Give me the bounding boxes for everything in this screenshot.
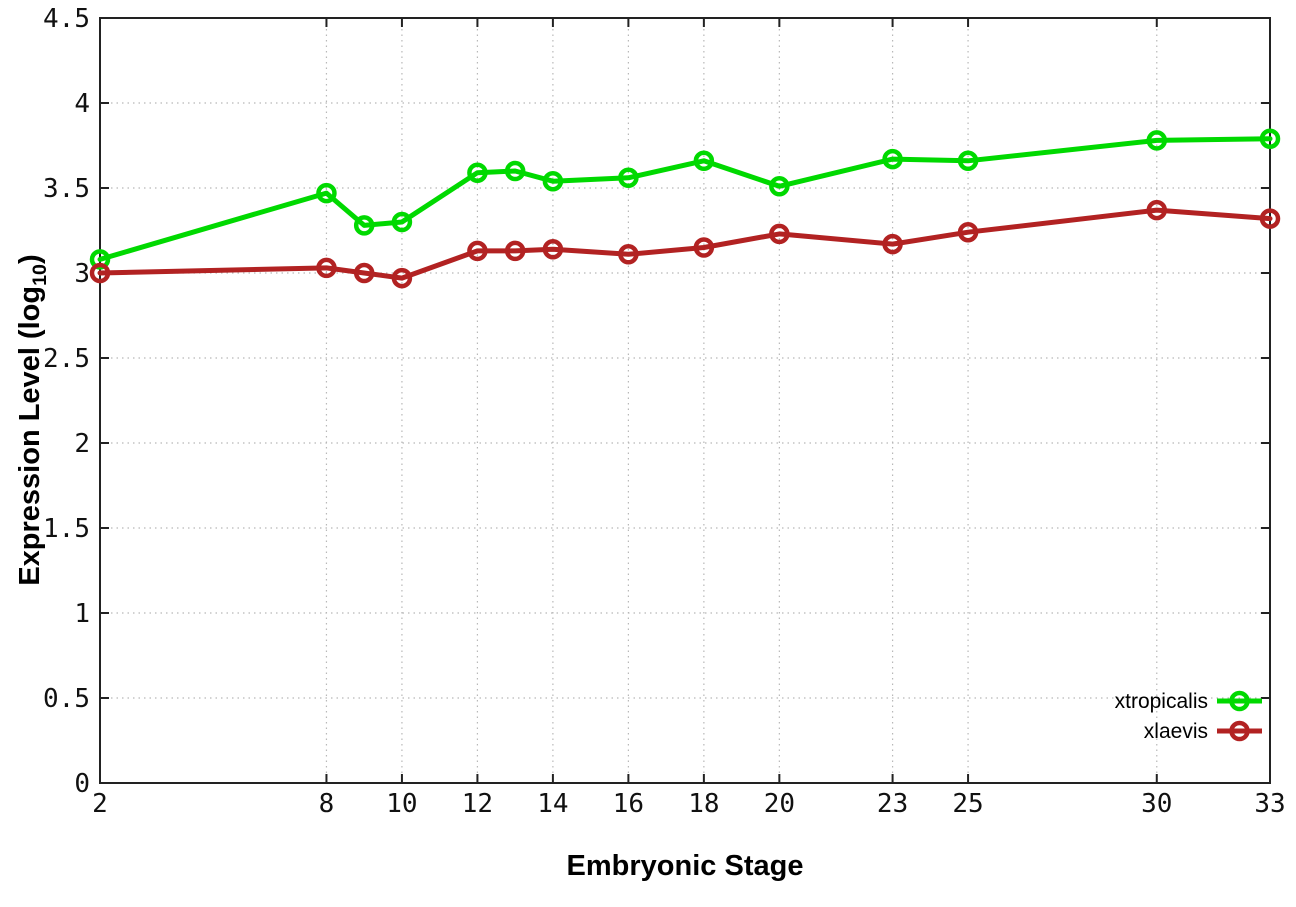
- data-point-xtropicalis-stage-25: [957, 150, 979, 172]
- data-point-xtropicalis-stage-14: [542, 170, 564, 192]
- data-point-xlaevis-stage-12: [467, 240, 488, 262]
- y-tick-label-4.5: 4.5: [43, 4, 90, 34]
- y-tick-label-1: 1: [74, 599, 90, 629]
- data-point-xlaevis-stage-23: [882, 233, 903, 255]
- data-point-xtropicalis-stage-13: [504, 160, 526, 182]
- x-tick-label-20: 20: [764, 789, 795, 819]
- data-point-xlaevis-stage-14: [542, 238, 564, 260]
- data-point-xtropicalis-stage-20: [769, 176, 790, 197]
- data-point-xlaevis-stage-9: [353, 262, 375, 284]
- data-point-xtropicalis-stage-9: [353, 215, 375, 236]
- data-point-xlaevis-stage-18: [693, 237, 715, 258]
- data-point-xlaevis-stage-8: [316, 257, 337, 279]
- y-tick-label-1.5: 1.5: [43, 514, 90, 544]
- x-tick-label-8: 8: [319, 789, 335, 819]
- data-point-xtropicalis-stage-8: [316, 182, 337, 204]
- y-tick-label-2: 2: [74, 429, 90, 459]
- data-point-xtropicalis-stage-30: [1146, 130, 1168, 151]
- x-tick-label-33: 33: [1254, 789, 1285, 819]
- data-point-xlaevis-stage-13: [504, 240, 526, 262]
- data-point-xtropicalis-stage-12: [467, 162, 488, 183]
- x-tick-label-18: 18: [688, 789, 719, 819]
- x-axis-label: Embryonic Stage: [566, 850, 804, 882]
- y-tick-label-2.5: 2.5: [43, 344, 90, 374]
- y-axis-label-suffix: ): [14, 254, 47, 264]
- y-axis-label: Expression Level (log10): [14, 254, 52, 585]
- y-axis-label-subscript: 10: [28, 263, 51, 286]
- y-axis-label-text: Expression Level (log: [14, 285, 47, 586]
- legend-label-xtropicalis: xtropicalis: [1115, 690, 1208, 713]
- y-tick-label-3: 3: [74, 259, 90, 289]
- data-point-xlaevis-stage-25: [957, 221, 979, 243]
- y-tick-label-0: 0: [74, 769, 90, 799]
- legend-label-xlaevis: xlaevis: [1144, 720, 1208, 743]
- data-point-xtropicalis-stage-10: [391, 211, 413, 233]
- y-tick-label-0.5: 0.5: [43, 684, 90, 714]
- x-tick-label-23: 23: [877, 789, 908, 819]
- x-tick-label-10: 10: [386, 789, 417, 819]
- plot-border: [99, 17, 1271, 784]
- x-tick-label-2: 2: [92, 789, 108, 819]
- series-line-xlaevis: [97, 207, 1273, 281]
- y-tick-label-3.5: 3.5: [43, 174, 90, 204]
- series-line-xtropicalis: [97, 136, 1273, 262]
- data-point-xtropicalis-stage-18: [693, 150, 715, 172]
- data-point-xlaevis-stage-33: [1259, 208, 1281, 229]
- data-point-xlaevis-stage-10: [391, 267, 413, 289]
- x-tick-label-16: 16: [613, 789, 644, 819]
- x-tick-label-30: 30: [1141, 789, 1172, 819]
- data-point-xlaevis-stage-16: [618, 244, 639, 265]
- data-point-xlaevis-stage-2: [89, 262, 111, 284]
- data-point-xtropicalis-stage-23: [882, 148, 903, 170]
- x-tick-label-14: 14: [537, 789, 568, 819]
- legend-marker-xtropicalis: [1229, 690, 1250, 712]
- data-point-xlaevis-stage-20: [769, 223, 790, 245]
- x-tick-label-25: 25: [952, 789, 983, 819]
- data-point-xtropicalis-stage-33: [1259, 128, 1281, 149]
- data-point-xtropicalis-stage-2: [89, 249, 111, 270]
- legend-marker-xlaevis: [1229, 720, 1250, 742]
- y-tick-label-4: 4: [74, 89, 90, 119]
- data-point-xtropicalis-stage-16: [618, 167, 639, 189]
- data-point-xlaevis-stage-30: [1146, 199, 1168, 221]
- x-tick-label-12: 12: [462, 789, 493, 819]
